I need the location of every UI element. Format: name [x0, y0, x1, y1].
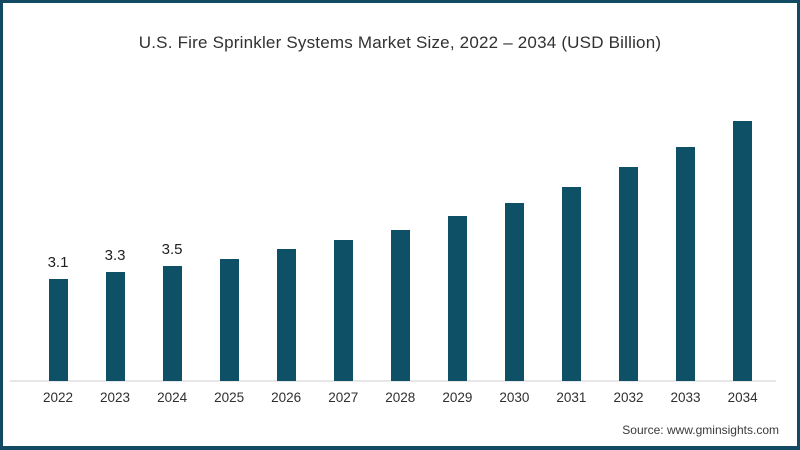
x-tick-label-2023: 2023: [100, 390, 131, 405]
bar-2024: [162, 266, 182, 381]
bar-2026: [276, 249, 296, 381]
bar-2029: [447, 216, 467, 381]
source-attribution: Source: www.gminsights.com: [622, 423, 779, 437]
bar-value-label-2023: 3.3: [104, 247, 126, 264]
x-tick-label-2029: 2029: [442, 390, 473, 405]
x-tick-label-2031: 2031: [556, 390, 587, 405]
x-tick-label-2030: 2030: [499, 390, 530, 405]
bar-value-label-2022: 3.1: [47, 254, 69, 271]
plot-area: 3.1 2022 3.3 2023 3.5 2024 2025 2026 2027 2028 202…: [3, 3, 797, 446]
bar-2023: [105, 272, 125, 381]
bar-2033: [676, 147, 696, 381]
chart-title: U.S. Fire Sprinkler Systems Market Size,…: [138, 33, 662, 52]
bar-value-label-2024: 3.5: [161, 241, 183, 258]
x-tick-label-2027: 2027: [328, 390, 359, 405]
x-tick-label-2028: 2028: [385, 390, 416, 405]
x-tick-label-2033: 2033: [670, 390, 701, 405]
x-tick-label-2022: 2022: [42, 390, 74, 405]
x-tick-label-2025: 2025: [214, 390, 245, 405]
bar-2032: [619, 167, 638, 381]
x-tick-label-2032: 2032: [613, 390, 644, 405]
x-tick-label-2024: 2024: [157, 390, 188, 405]
bar-2034: [733, 121, 753, 381]
x-tick-label-2034: 2034: [727, 390, 758, 405]
bar-2031: [561, 187, 581, 381]
bar-2025: [219, 259, 239, 381]
bar-2027: [333, 240, 353, 381]
bar-2028: [390, 230, 410, 381]
x-axis-baseline: [10, 380, 776, 382]
bar-2022: [48, 279, 68, 381]
bar-2030: [504, 203, 524, 381]
x-tick-label-2026: 2026: [271, 390, 302, 405]
